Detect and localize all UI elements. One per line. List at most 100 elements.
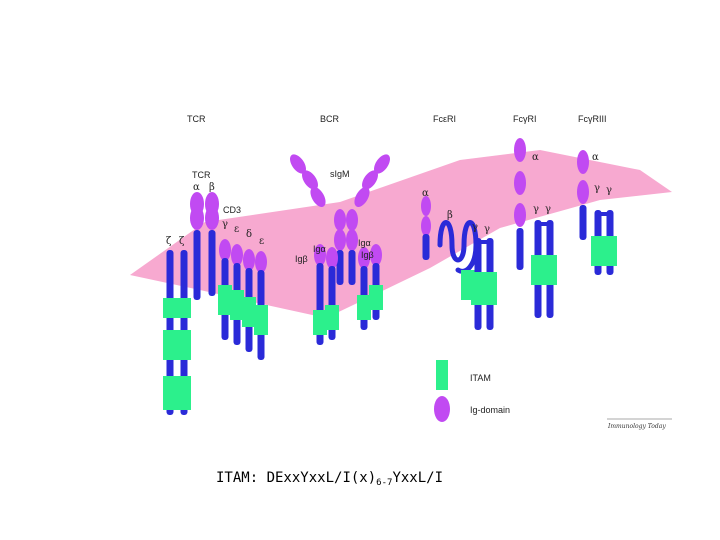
transmembrane-segment-71	[579, 205, 587, 240]
itam-motif-caption: ITAM: DExxYxxL/I(x)6-7YxxL/I	[216, 470, 443, 488]
itam-block-16	[218, 285, 232, 315]
caption-prefix: ITAM: DExx	[216, 470, 301, 486]
transmembrane-segment-37	[348, 250, 356, 285]
transmembrane-segment-36	[336, 250, 344, 285]
itam-block-7	[177, 376, 191, 410]
ig-domain-50	[421, 196, 431, 216]
cd3-delta-label: δ	[246, 229, 252, 240]
header-fceri: FcεRI	[433, 114, 456, 124]
ig-domain-60	[514, 138, 526, 162]
ig-domain-31	[354, 187, 370, 207]
legend-itam-label: ITAM	[470, 373, 491, 383]
iga-label-2: Igα	[358, 238, 371, 248]
ig-domain-23	[255, 251, 267, 273]
fceri-gamma-label-1: γ	[472, 222, 478, 233]
itam-block-73	[591, 236, 605, 266]
itam-block-19	[230, 290, 244, 320]
ig-domain-41	[326, 247, 338, 269]
fceri-beta-label: β	[447, 210, 453, 221]
receptor-chains	[163, 138, 617, 415]
tcr-complex-label: TCR	[192, 170, 211, 180]
ig-domain-51	[421, 216, 431, 236]
fceri-alpha-label: α	[422, 188, 429, 199]
cell-membrane	[130, 150, 672, 318]
cd3-gamma-label: γ	[222, 219, 228, 230]
zeta-label-2: ζ	[179, 236, 185, 247]
fceri-beta-serpentine-53	[437, 220, 479, 274]
legend-itam-swatch	[436, 360, 448, 390]
transmembrane-segment-63	[516, 228, 524, 270]
legend-ig-swatch	[434, 396, 450, 422]
caption-yxx-2: Yxx	[392, 470, 418, 486]
itam-block-25	[254, 305, 268, 335]
ig-domain-44	[358, 247, 370, 269]
legend-ig-label: Ig-domain	[470, 405, 510, 415]
header-fcgriii: FcγRIII	[578, 114, 607, 124]
itam-block-43	[325, 305, 339, 330]
ig-domain-62	[514, 203, 526, 227]
fcgri-gamma-label-2: γ	[545, 204, 551, 215]
itam-block-65	[531, 255, 545, 285]
ig-domain-32	[334, 209, 346, 231]
itam-block-1	[163, 298, 177, 318]
itam-block-22	[242, 297, 256, 327]
ig-domain-35	[346, 229, 358, 251]
ig-domain-61	[514, 171, 526, 195]
tcr-beta-label: β	[209, 182, 215, 193]
cd3-epsilon-label: ε	[234, 224, 239, 235]
ig-domain-70	[577, 180, 589, 204]
sigm-label: sIgM	[330, 169, 350, 179]
zeta-label-1: ζ	[166, 236, 172, 247]
fcgri-alpha-label: α	[532, 152, 539, 163]
tcr-alpha-label: α	[193, 182, 200, 193]
ig-domain-12	[205, 206, 219, 230]
cd3-epsilon-2-label: ε	[259, 236, 264, 247]
ig-domain-69	[577, 150, 589, 174]
iga-label-1: Igα	[313, 244, 326, 254]
header-bcr: BCR	[320, 114, 340, 124]
itam-block-6	[177, 330, 191, 360]
credit-text: Immunology Today	[607, 423, 666, 430]
ig-domain-34	[334, 229, 346, 251]
itam-block-5	[177, 298, 191, 318]
caption-sub: 6-7	[376, 478, 393, 488]
itam-block-40	[313, 310, 327, 335]
itam-block-3	[163, 376, 177, 410]
fceri-gamma-label-2: γ	[484, 224, 490, 235]
igb-label-1: Igβ	[295, 254, 308, 264]
ig-domain-28	[310, 187, 326, 207]
fcgriii-alpha-label: α	[592, 152, 599, 163]
header-tcr: TCR	[187, 114, 206, 124]
ig-domain-47	[370, 244, 382, 266]
ig-domain-29	[374, 154, 390, 174]
itam-block-58	[483, 272, 497, 305]
ig-domain-20	[243, 249, 255, 271]
fcgriii-gamma-label-1: γ	[594, 183, 600, 194]
ig-domain-17	[231, 244, 243, 266]
fcgri-gamma-label-1: γ	[533, 204, 539, 215]
ig-domain-38	[314, 244, 326, 266]
itam-block-56	[471, 272, 485, 305]
ig-domain-27	[302, 170, 318, 190]
cd3-label: CD3	[223, 205, 241, 215]
ig-domain-9	[190, 206, 204, 230]
itam-block-75	[603, 236, 617, 266]
caption-suffix: L/I	[417, 470, 444, 486]
ig-domain-14	[219, 239, 231, 261]
ig-domain-26	[290, 154, 306, 174]
ig-domain-33	[346, 209, 358, 231]
igb-label-2: Igβ	[361, 250, 374, 260]
transmembrane-segment-13	[208, 230, 216, 296]
itam-block-2	[163, 330, 177, 360]
caption-yxx-1: Yxx	[300, 470, 326, 486]
caption-mid: L/I(x)	[325, 470, 377, 486]
fcgriii-gamma-label-2: γ	[606, 185, 612, 196]
transmembrane-segment-10	[193, 230, 201, 300]
itam-block-49	[369, 285, 383, 310]
header-fcgri: FcγRI	[513, 114, 537, 124]
itam-block-46	[357, 295, 371, 320]
ig-domain-30	[362, 170, 378, 190]
transmembrane-segment-52	[422, 234, 430, 260]
itam-block-67	[543, 255, 557, 285]
